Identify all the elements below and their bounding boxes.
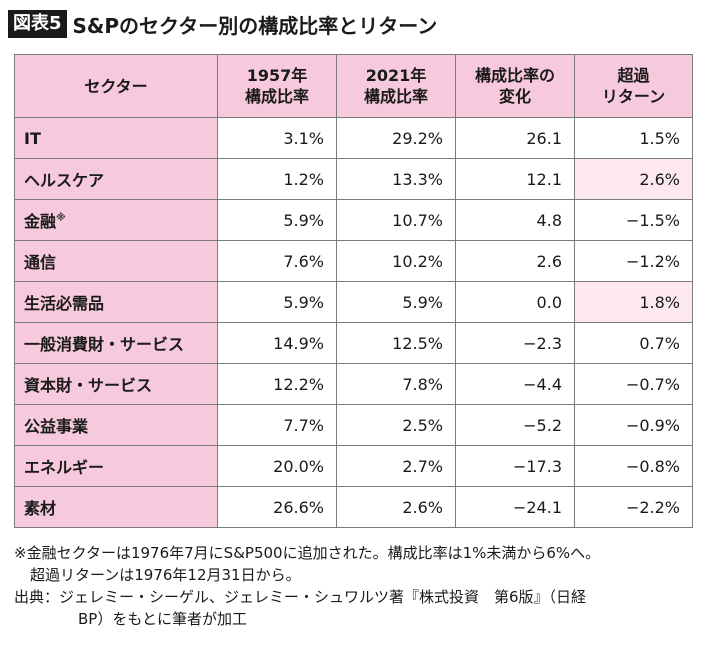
sector-name: 生活必需品 [24,294,105,313]
sector-name: ヘルスケア [24,171,105,190]
excess-return-cell: 0.7% [574,322,693,364]
sector-name: 一般消費財・サービス [24,335,185,354]
change-cell: 12.1 [455,158,575,200]
source-line-2: BP）をもとに筆者が加工 [78,610,248,628]
sector-name: 資本財・サービス [24,376,153,395]
change-cell: 4.8 [455,199,575,241]
table-body: IT 3.1% 29.2% 26.1 1.5% ヘルスケア 1.2% 13.3% 12.1 2.6… [14,117,693,528]
footnote-line-2: 超過リターンは1976年12月31日から。 [30,566,301,584]
share-2021-cell: 13.3% [336,158,456,200]
sector-cell: ヘルスケア [14,158,218,200]
share-1957-cell: 7.7% [217,404,337,446]
table-row: 金融※ 5.9% 10.7% 4.8 −1.5% [14,199,693,241]
header-2021-line2: 構成比率 [363,87,428,106]
header-sector-text: セクター [84,76,148,96]
sector-cell: 通信 [14,240,218,282]
share-2021-cell: 10.2% [336,240,456,282]
sector-name: エネルギー [24,458,105,477]
sector-name: 金融 [24,212,57,231]
sector-cell: 生活必需品 [14,281,218,323]
excess-return-cell: 1.8% [574,281,693,323]
table-row: 資本財・サービス 12.2% 7.8% −4.4 −0.7% [14,363,693,405]
table-row: エネルギー 20.0% 2.7% −17.3 −0.8% [14,445,693,487]
header-excess-line1: 超過 [617,66,650,85]
share-2021-cell: 7.8% [336,363,456,405]
share-1957-cell: 14.9% [217,322,337,364]
share-2021-cell: 5.9% [336,281,456,323]
header-2021-line1: 2021年 [365,66,427,85]
table-row: 通信 7.6% 10.2% 2.6 −1.2% [14,240,693,282]
share-1957-cell: 20.0% [217,445,337,487]
header-change: 構成比率の 変化 [455,54,575,118]
change-cell: −2.3 [455,322,575,364]
share-2021-cell: 2.5% [336,404,456,446]
header-sector: セクター [14,54,218,118]
excess-return-cell: 1.5% [574,117,693,159]
share-2021-cell: 2.7% [336,445,456,487]
sector-name: 素材 [24,499,57,518]
table-header-row: セクター 1957年構成比率 2021年構成比率 構成比率の変化 超過リターン [14,54,693,118]
excess-return-cell: −0.9% [574,404,693,446]
excess-return-cell: −0.8% [574,445,693,487]
excess-return-cell: 2.6% [574,158,693,200]
share-1957-cell: 7.6% [217,240,337,282]
figure-header: 図表5 S&Pのセクター別の構成比率とリターン [8,8,437,40]
share-1957-cell: 5.9% [217,281,337,323]
figure-label: 図表5 [8,10,67,38]
header-excess-line2: リターン [601,87,666,106]
header-1957-line2: 構成比率 [244,87,309,106]
sector-name: IT [24,128,41,148]
table-row: 素材 26.6% 2.6% −24.1 −2.2% [14,486,693,528]
table-row: ヘルスケア 1.2% 13.3% 12.1 2.6% [14,158,693,200]
header-excess: 超過 リターン [574,54,693,118]
sector-cell: 素材 [14,486,218,528]
header-2021: 2021年構成比率 [336,54,456,118]
share-1957-cell: 26.6% [217,486,337,528]
excess-return-cell: −2.2% [574,486,693,528]
table-row: 生活必需品 5.9% 5.9% 0.0 1.8% [14,281,693,323]
excess-return-cell: −1.2% [574,240,693,282]
table-row: IT 3.1% 29.2% 26.1 1.5% [14,117,693,159]
sector-cell: IT [14,117,218,159]
excess-return-cell: −1.5% [574,199,693,241]
footnote-mark: ※ [56,212,66,224]
share-2021-cell: 29.2% [336,117,456,159]
sector-cell: 金融※ [14,199,218,241]
footnote-line-1: ※金融セクターは1976年7月にS&P500に追加された。構成比率は1%未満から… [14,544,601,562]
share-2021-cell: 12.5% [336,322,456,364]
sector-cell: 公益事業 [14,404,218,446]
share-1957-cell: 1.2% [217,158,337,200]
change-cell: −5.2 [455,404,575,446]
sector-cell: 一般消費財・サービス [14,322,218,364]
sector-name: 通信 [24,253,57,272]
change-cell: −4.4 [455,363,575,405]
share-1957-cell: 12.2% [217,363,337,405]
change-cell: −17.3 [455,445,575,487]
change-cell: −24.1 [455,486,575,528]
notes: ※金融セクターは1976年7月にS&P500に追加された。構成比率は1%未満から… [14,542,704,630]
sector-cell: 資本財・サービス [14,363,218,405]
share-1957-cell: 5.9% [217,199,337,241]
table-row: 一般消費財・サービス 14.9% 12.5% −2.3 0.7% [14,322,693,364]
sector-name: 公益事業 [24,417,89,436]
figure-title: S&Pのセクター別の構成比率とリターン [72,13,438,38]
share-2021-cell: 10.7% [336,199,456,241]
excess-return-cell: −0.7% [574,363,693,405]
sector-cell: エネルギー [14,445,218,487]
change-cell: 2.6 [455,240,575,282]
share-1957-cell: 3.1% [217,117,337,159]
sector-table: セクター 1957年 構成比率 2021年 構成比率 構成比率の 変化 超過 リターン … [14,54,693,528]
table-row: 公益事業 7.7% 2.5% −5.2 −0.9% [14,404,693,446]
source-line-1: 出典：ジェレミー・シーゲル、ジェレミー・シュワルツ著『株式投資 第6版』（日経 [14,588,587,606]
header-1957: 1957年構成比率 [217,54,337,118]
header-change-line1: 構成比率の [474,66,555,85]
change-cell: 26.1 [455,117,575,159]
header-change-line2: 変化 [498,87,531,106]
header-1957-line1: 1957年 [246,66,308,85]
change-cell: 0.0 [455,281,575,323]
share-2021-cell: 2.6% [336,486,456,528]
